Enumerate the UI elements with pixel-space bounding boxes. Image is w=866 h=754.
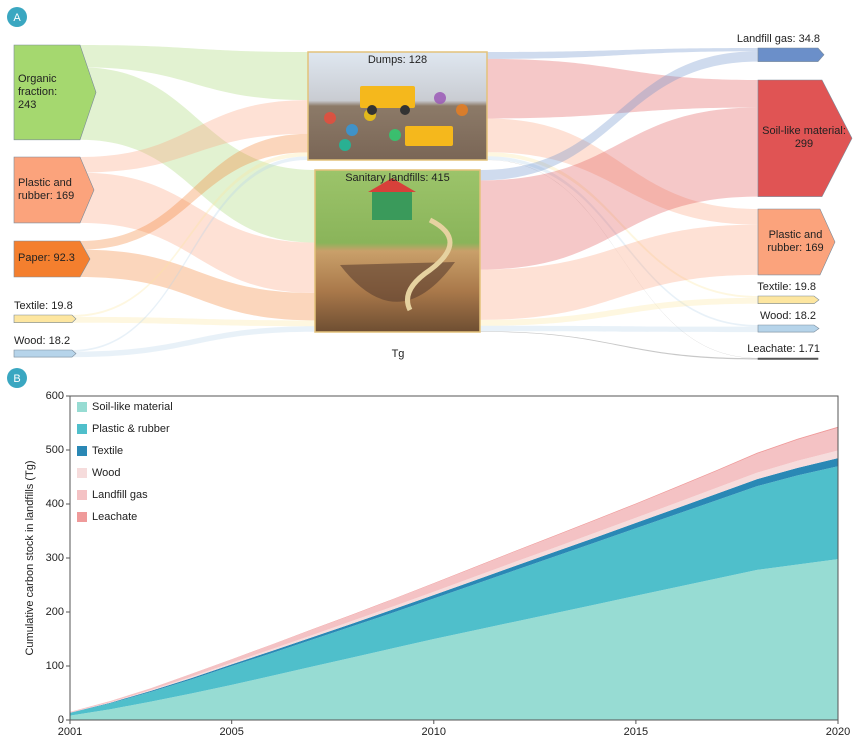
legend-swatch	[77, 446, 87, 456]
illustration-truck	[360, 86, 415, 108]
panel-badge	[7, 7, 27, 27]
node-label: Wood: 18.2	[759, 310, 816, 322]
node-label: Textile: 19.8	[757, 281, 816, 293]
node-label: Sanitary landfills: 415	[345, 172, 450, 184]
node	[13, 349, 77, 358]
flow-link	[80, 100, 308, 173]
node	[757, 47, 825, 62]
legend-label: Wood	[92, 467, 121, 479]
area-chart: Soil-like material Plastic & rubber Textil…	[46, 390, 851, 738]
area-series	[70, 450, 838, 713]
node	[757, 324, 820, 333]
x-tick-label: 2010	[422, 726, 446, 738]
flow-link	[487, 58, 758, 119]
node-label: Plastic and rubber: 169	[18, 176, 75, 202]
illustration-building	[372, 192, 412, 220]
legend-label: Landfill gas	[92, 489, 148, 501]
panel-label: B	[13, 373, 20, 385]
x-tick-label: 2001	[58, 726, 82, 738]
illustration-debris	[389, 129, 401, 141]
legend-swatch	[77, 424, 87, 434]
flow-link	[80, 67, 315, 243]
illustration-bulldozer	[405, 126, 453, 146]
flow-link	[72, 316, 315, 327]
flow-link	[80, 133, 308, 250]
flow-link	[480, 51, 758, 181]
flow-link	[80, 172, 315, 293]
flow-link	[480, 224, 758, 320]
legend-swatch	[77, 490, 87, 500]
y-tick-label: 500	[46, 444, 64, 456]
node	[757, 295, 820, 305]
node	[757, 79, 853, 197]
node-label: Plastic and rubber: 169	[767, 228, 824, 254]
legend-label: Textile	[92, 445, 123, 457]
node	[757, 357, 819, 360]
node-label: Textile: 19.8	[14, 300, 73, 312]
legend-swatch	[77, 512, 87, 522]
flow-link	[80, 45, 308, 101]
nodes	[13, 44, 853, 360]
area-series	[70, 427, 838, 713]
illustration-debris	[346, 124, 358, 136]
illustration-debris	[434, 92, 446, 104]
flow-link	[480, 325, 758, 333]
x-tick-label: 2015	[624, 726, 648, 738]
flow-link	[72, 152, 308, 317]
y-axis-title: Cumulative carbon stock in landfills (Tg…	[24, 460, 36, 655]
unit-label: Tg	[392, 348, 405, 360]
area-series	[70, 559, 838, 720]
illustration-debris	[324, 112, 336, 124]
legend-swatch	[77, 402, 87, 412]
flow-link	[72, 326, 315, 358]
y-tick-label: 300	[46, 552, 64, 564]
flow-link	[487, 156, 758, 327]
illustration-wheel	[367, 105, 377, 115]
flow-link	[487, 159, 758, 359]
illustration-debris	[456, 104, 468, 116]
y-tick-label: 600	[46, 390, 64, 402]
legend-swatch	[77, 468, 87, 478]
area-series	[70, 458, 838, 713]
node-label: Organic fraction: 243	[18, 72, 58, 111]
flow-link	[72, 156, 308, 352]
panel-badge	[7, 368, 27, 388]
flow-link	[487, 152, 758, 298]
node	[13, 314, 77, 324]
flow-link	[480, 107, 758, 270]
links	[72, 45, 758, 360]
node-label: Leachate: 1.71	[747, 343, 820, 355]
node	[13, 156, 95, 224]
legend-label: Plastic & rubber	[92, 423, 170, 435]
illustration-debris	[339, 139, 351, 151]
flow-link	[80, 249, 315, 321]
node-label: Paper: 92.3	[18, 252, 75, 265]
flow-link	[487, 118, 758, 225]
illustration-roof	[368, 178, 416, 192]
node	[757, 208, 836, 276]
illustration-road	[405, 217, 453, 312]
flow-link	[480, 297, 758, 326]
x-tick-label: 2020	[826, 726, 850, 738]
y-tick-label: 100	[46, 660, 64, 672]
area-series	[70, 466, 838, 716]
y-tick-label: 400	[46, 498, 64, 510]
flow-link	[487, 48, 758, 59]
illustration-wheel	[400, 105, 410, 115]
node-label: Dumps: 128	[367, 54, 428, 66]
legend-label: Leachate	[92, 511, 137, 523]
node	[13, 240, 91, 278]
panel-label: A	[13, 12, 21, 24]
y-tick-label: 0	[58, 714, 64, 726]
node-label: Wood: 18.2	[14, 335, 71, 347]
node	[13, 44, 97, 141]
legend-label: Soil-like material	[92, 401, 173, 413]
node-label: Soil-like material: 299	[762, 125, 846, 151]
x-tick-label: 2005	[219, 726, 243, 738]
y-tick-label: 200	[46, 606, 64, 618]
node-label: Landfill gas: 34.8	[736, 33, 820, 45]
flow-link	[480, 331, 758, 360]
